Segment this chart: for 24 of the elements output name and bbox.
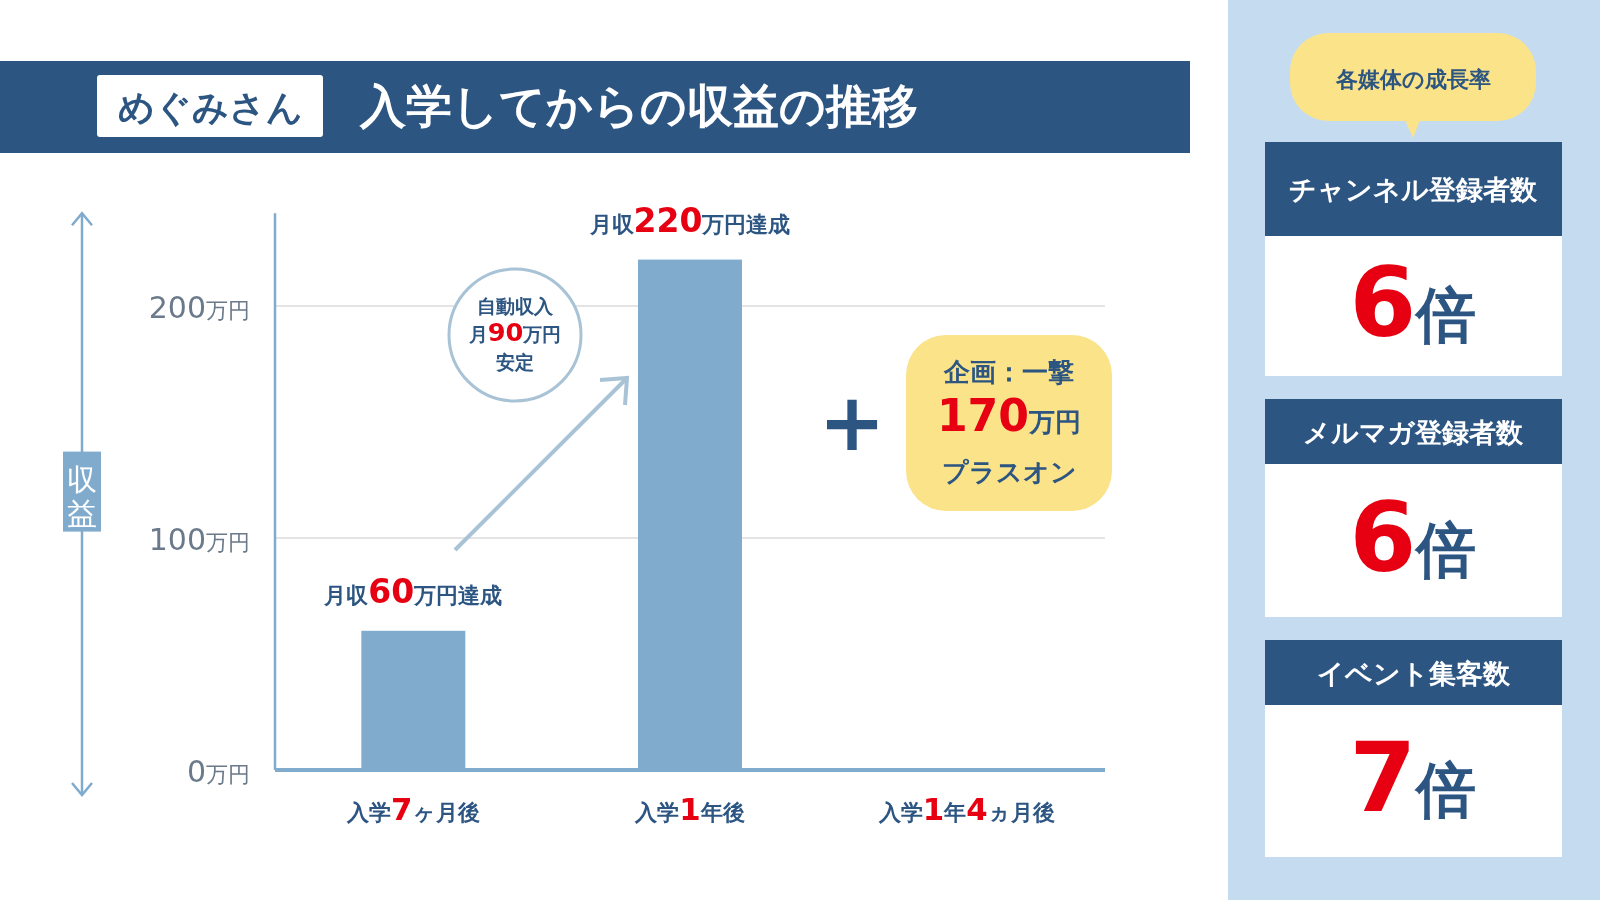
y-tick-label: 200万円 (148, 290, 250, 325)
y-tick-label: 100万円 (148, 522, 250, 557)
text: チャンネル登録者数 (1289, 174, 1538, 205)
text: 7倍 (1349, 722, 1477, 834)
chart-subtitle: 入学してからの収益の推移 (359, 79, 918, 133)
x-tick-label: 入学1年4ヵ月後 (877, 791, 1055, 827)
annotation: 月収220万円達成 (588, 200, 791, 240)
annotation: + (818, 376, 886, 469)
text: 6倍 (1349, 481, 1477, 594)
text: イベント集客数 (1316, 657, 1511, 689)
text: メルマガ登録者数 (1303, 416, 1524, 448)
annotation: 企画：一撃 (943, 357, 1074, 387)
y-axis-title: 収益 (67, 461, 97, 531)
text: 6倍 (1349, 247, 1477, 359)
annotation: 月収60万円達成 (323, 571, 503, 611)
x-tick-label: 入学1年後 (634, 791, 745, 827)
y-tick-label: 0万円 (186, 754, 250, 789)
annotation: 自動収入 (477, 295, 554, 317)
annotation: プラスオン (941, 457, 1077, 487)
annotation: 170万円 (936, 390, 1082, 441)
x-tick-label: 入学7ヶ月後 (346, 791, 480, 827)
text: 各媒体の成長率 (1334, 67, 1491, 92)
chart-title: めぐみさん (117, 87, 303, 128)
annotation: 安定 (496, 351, 534, 373)
